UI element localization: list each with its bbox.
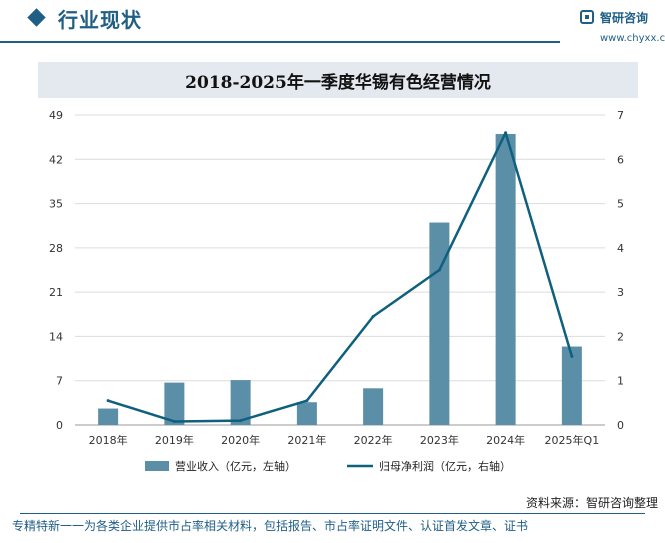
logo-url: www.chyxx.com (600, 33, 665, 44)
line-point (504, 131, 508, 135)
category-label: 2023年 (420, 433, 459, 447)
left-tick-label: 42 (49, 153, 63, 166)
profit-line (107, 131, 574, 423)
left-tick-label: 49 (49, 109, 63, 122)
legend-bar-swatch (145, 461, 169, 471)
legend-bar-label: 营业收入（亿元，左轴） (175, 459, 296, 473)
right-tick-label: 3 (617, 286, 624, 299)
bar (561, 346, 582, 425)
right-tick-label: 2 (617, 330, 624, 343)
right-tick-label: 4 (617, 242, 624, 255)
right-tick-label: 0 (617, 419, 624, 432)
left-tick-label: 35 (49, 198, 63, 211)
right-tick-label: 1 (617, 375, 624, 388)
left-tick-label: 28 (49, 242, 63, 255)
line-point (437, 268, 441, 272)
left-tick-label: 14 (49, 330, 63, 343)
brand-logo: 智研咨询 www.chyxx.com (580, 8, 665, 48)
bar (98, 408, 119, 425)
left-tick-label: 0 (56, 419, 63, 432)
category-label: 2021年 (287, 433, 326, 447)
category-label: 2018年 (89, 433, 128, 447)
category-label: 2025年Q1 (545, 433, 600, 447)
source-note: 资料来源：智研咨询整理 (525, 496, 658, 510)
category-label: 2022年 (354, 433, 393, 447)
category-label: 2024年 (486, 433, 525, 447)
right-tick-label: 6 (617, 153, 624, 166)
bar (230, 380, 251, 425)
header-divider (0, 41, 560, 43)
bar (164, 382, 185, 425)
chart-title-box: 2018-2025年一季度华锡有色经营情况 (38, 62, 638, 98)
category-label: 2019年 (155, 433, 194, 447)
left-tick-label: 7 (56, 375, 63, 388)
line-point (106, 399, 110, 403)
line-point (371, 315, 375, 318)
diamond-icon (27, 8, 46, 27)
chart: 0 7 14 21 28 35 42 49 0 1 2 3 4 5 6 7 2018年 2019年 2020年 202… (49, 109, 624, 473)
bar (495, 133, 516, 425)
left-tick-label: 21 (49, 286, 63, 299)
section-title: 行业现状 (58, 8, 142, 32)
right-tick-label: 7 (617, 109, 624, 122)
bar (296, 402, 317, 425)
legend-line-label: 归母净利润（亿元，右轴） (379, 459, 511, 473)
line-point (305, 399, 309, 403)
chart-title: 2018-2025年一季度华锡有色经营情况 (185, 73, 491, 93)
bar (363, 388, 384, 425)
footer-note: 专精特新一一为各类企业提供市占率相关材料，包括报告、市占率证明文件、认证首发文章… (12, 519, 529, 533)
logo-icon (580, 10, 594, 24)
line-point (239, 419, 243, 423)
footer-divider (20, 513, 645, 514)
page-header: 行业现状 智研咨询 www.chyxx.com (0, 0, 665, 44)
line-point (172, 419, 176, 423)
logo-name: 智研咨询 (600, 11, 649, 25)
category-label: 2020年 (221, 433, 260, 447)
line-point (570, 354, 574, 358)
right-tick-label: 5 (617, 198, 624, 211)
